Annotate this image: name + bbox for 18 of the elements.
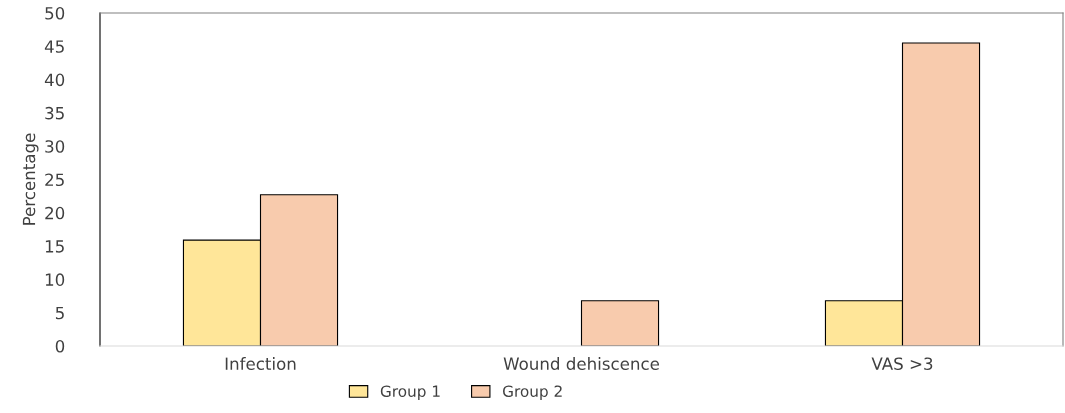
y-tick-label: 20	[45, 206, 65, 220]
y-tick-label: 5	[55, 306, 64, 320]
bar	[580, 300, 660, 346]
y-tick-label: 50	[45, 6, 65, 20]
y-tick-label: 10	[45, 273, 65, 286]
y-tick-label: 0	[55, 339, 65, 353]
y-tick-label: 45	[44, 40, 64, 53]
y-tick-label: 40	[44, 73, 65, 87]
y-axis-title: Percentage	[22, 133, 39, 225]
x-tick-label: VAS >3	[871, 357, 933, 371]
x-tick-label: Wound dehiscence	[503, 357, 660, 371]
y-tick-label: 30	[45, 140, 65, 153]
y-tick-label: 35	[45, 106, 64, 120]
legend-label: Group 2	[503, 385, 562, 400]
y-tick-label: 25	[45, 173, 64, 187]
x-tick-label: Infection	[225, 357, 296, 371]
legend-label: Group 1	[380, 385, 440, 400]
y-tick-label: 15	[45, 240, 64, 253]
